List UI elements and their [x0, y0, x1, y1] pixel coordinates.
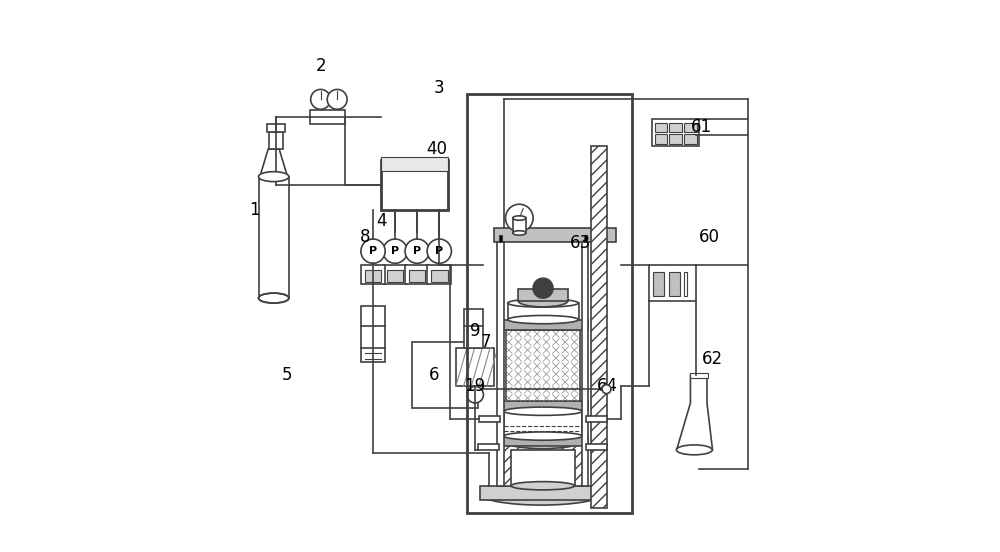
Ellipse shape — [481, 483, 602, 505]
Bar — [383, 265, 407, 284]
Bar — [361, 306, 385, 362]
Bar — [653, 272, 664, 296]
Text: P: P — [435, 246, 443, 256]
Ellipse shape — [518, 295, 568, 307]
Bar — [684, 134, 697, 144]
Bar — [480, 486, 603, 500]
Bar — [269, 132, 283, 149]
Circle shape — [506, 204, 533, 232]
Text: 2: 2 — [315, 57, 326, 75]
Circle shape — [405, 239, 429, 263]
Bar — [267, 124, 285, 132]
Text: 8: 8 — [360, 229, 370, 246]
Bar — [381, 157, 448, 171]
Circle shape — [602, 385, 611, 394]
Bar — [497, 242, 504, 486]
Bar — [669, 123, 682, 132]
Bar — [655, 123, 667, 132]
Bar — [499, 235, 502, 242]
Bar — [684, 123, 697, 132]
Bar — [591, 146, 607, 508]
Ellipse shape — [511, 481, 575, 490]
Bar — [409, 270, 425, 282]
Bar — [427, 265, 451, 284]
Text: 1: 1 — [249, 201, 260, 219]
Bar — [498, 320, 588, 330]
Text: 6: 6 — [429, 367, 439, 384]
Bar — [518, 289, 568, 301]
Bar — [513, 218, 526, 233]
Bar — [669, 134, 682, 144]
Bar — [586, 416, 607, 422]
Text: P: P — [391, 246, 399, 256]
Circle shape — [327, 89, 347, 109]
Ellipse shape — [504, 407, 582, 415]
Bar — [582, 242, 588, 486]
Ellipse shape — [513, 231, 526, 235]
Ellipse shape — [508, 299, 578, 307]
Bar — [478, 444, 499, 450]
Text: 3: 3 — [434, 79, 445, 97]
Bar — [500, 444, 586, 486]
Bar — [506, 330, 580, 401]
Bar — [684, 272, 687, 296]
Text: 62: 62 — [702, 350, 723, 368]
Text: 19: 19 — [465, 378, 486, 395]
Ellipse shape — [513, 216, 526, 220]
Text: 40: 40 — [426, 140, 447, 158]
Polygon shape — [260, 149, 287, 177]
Bar — [405, 265, 429, 284]
Circle shape — [383, 239, 407, 263]
Circle shape — [427, 239, 451, 263]
Bar — [504, 411, 582, 436]
Bar — [649, 265, 696, 301]
Bar — [652, 119, 699, 146]
Bar — [511, 450, 575, 486]
Bar — [669, 272, 680, 296]
Bar — [412, 342, 478, 408]
Bar — [310, 110, 345, 124]
Text: P: P — [369, 246, 377, 256]
Bar — [498, 436, 588, 446]
Circle shape — [467, 386, 483, 403]
Text: 4: 4 — [376, 212, 387, 230]
Bar — [586, 444, 607, 450]
Text: 9: 9 — [470, 322, 480, 340]
Circle shape — [311, 89, 331, 109]
Bar — [584, 235, 587, 242]
Ellipse shape — [676, 445, 712, 455]
Ellipse shape — [508, 316, 578, 323]
Bar — [365, 270, 381, 282]
Circle shape — [533, 278, 553, 298]
Circle shape — [361, 239, 385, 263]
Ellipse shape — [511, 440, 575, 448]
Bar — [431, 270, 448, 282]
Text: 64: 64 — [597, 378, 618, 395]
Text: 63: 63 — [569, 234, 591, 252]
Bar — [690, 373, 708, 378]
Bar — [494, 228, 616, 242]
Bar — [456, 348, 494, 386]
Text: 61: 61 — [691, 118, 712, 136]
Bar — [508, 303, 579, 320]
Bar — [655, 134, 667, 144]
Text: 5: 5 — [282, 367, 293, 384]
Bar — [464, 309, 483, 348]
Ellipse shape — [258, 293, 289, 303]
Ellipse shape — [258, 172, 289, 182]
Bar — [498, 401, 588, 411]
Text: P: P — [413, 246, 421, 256]
Text: 7: 7 — [481, 333, 491, 351]
Polygon shape — [677, 375, 713, 450]
Bar — [387, 270, 403, 282]
Bar — [361, 265, 385, 284]
Text: 60: 60 — [699, 229, 720, 246]
Bar — [381, 160, 448, 210]
Ellipse shape — [504, 432, 582, 440]
Bar — [467, 94, 632, 513]
Bar — [479, 416, 500, 422]
